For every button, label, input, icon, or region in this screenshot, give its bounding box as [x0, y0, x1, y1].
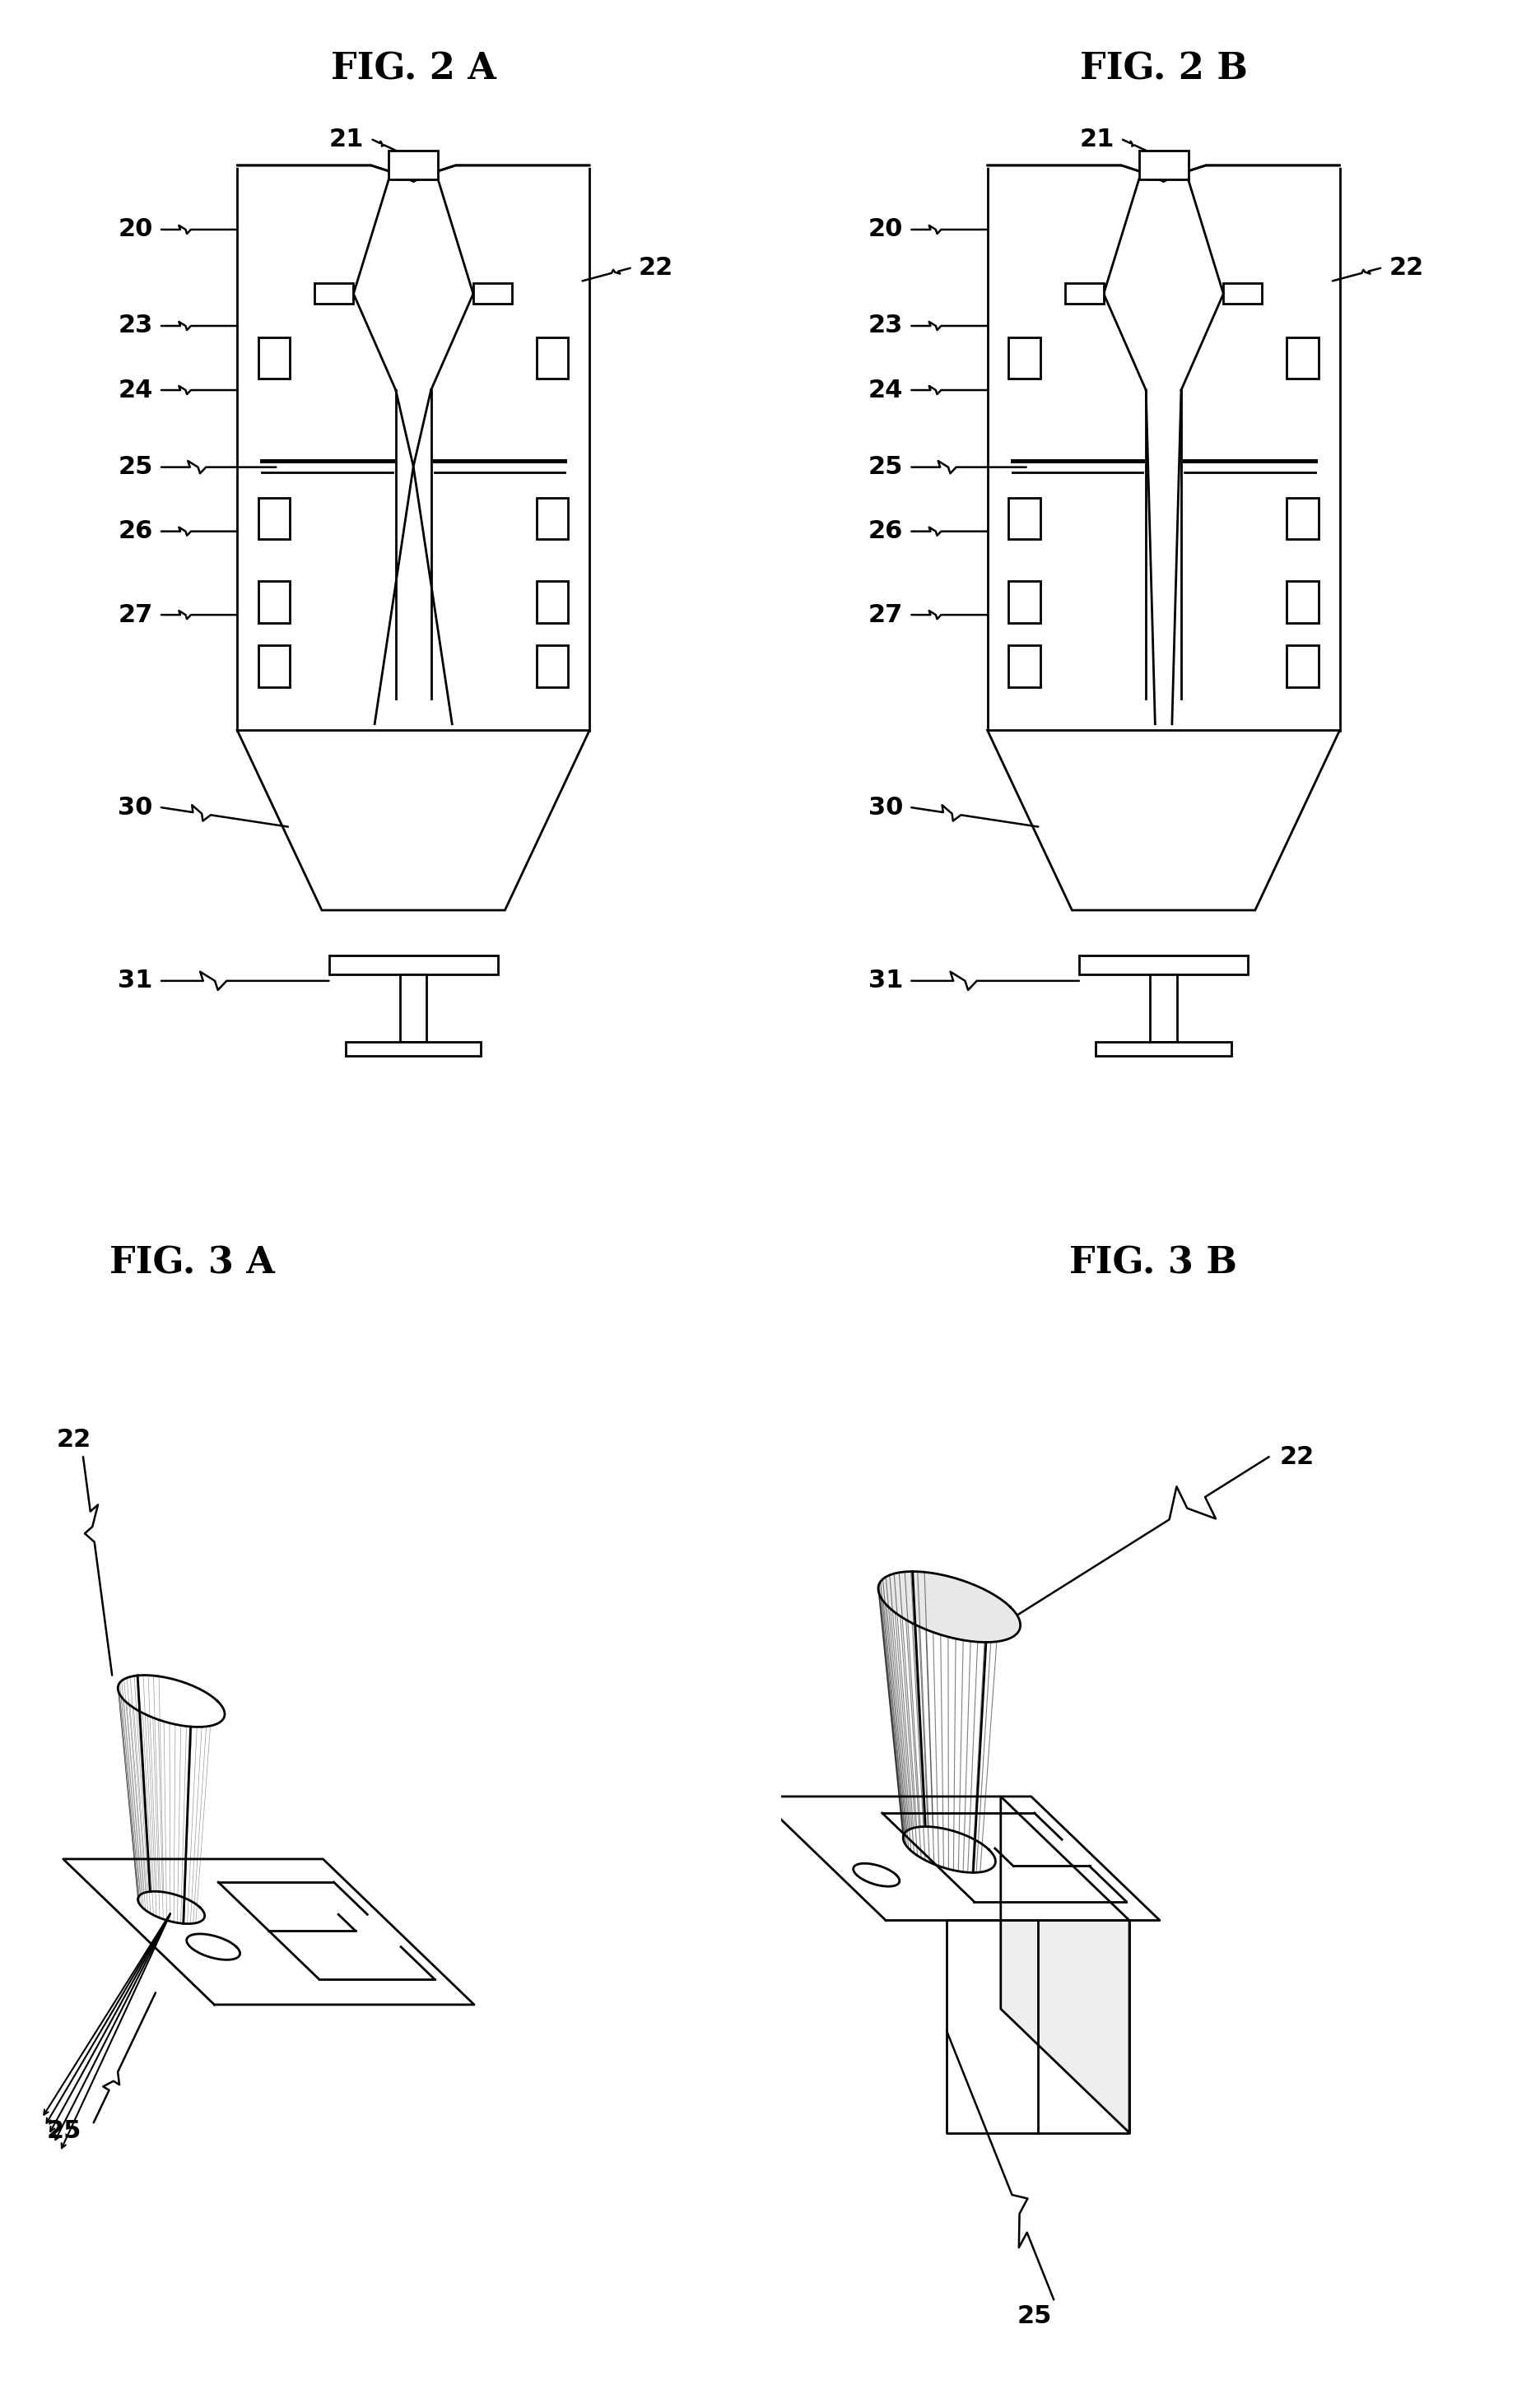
Bar	[1009, 645, 1040, 686]
Bar	[1139, 152, 1188, 181]
Bar	[400, 975, 427, 1043]
Text: FIG. 2 A: FIG. 2 A	[331, 51, 496, 87]
Bar	[536, 337, 568, 378]
Bar	[536, 498, 568, 539]
Polygon shape	[987, 730, 1340, 910]
Text: FIG. 3 B: FIG. 3 B	[1070, 1245, 1237, 1281]
Text: 25: 25	[46, 2119, 81, 2143]
Text: 31: 31	[118, 968, 153, 992]
Bar	[259, 645, 291, 686]
Polygon shape	[237, 730, 589, 910]
Polygon shape	[1001, 1796, 1130, 2133]
Text: 22: 22	[1389, 255, 1424, 279]
Text: 23: 23	[118, 313, 153, 337]
Bar	[329, 956, 498, 975]
Bar	[1150, 975, 1177, 1043]
Text: 23: 23	[868, 313, 903, 337]
Bar	[1009, 498, 1040, 539]
Polygon shape	[946, 1922, 1130, 2133]
Text: 20: 20	[118, 217, 153, 241]
Bar	[259, 337, 291, 378]
Bar	[1096, 1043, 1231, 1057]
Text: 22: 22	[57, 1428, 92, 1452]
Text: 25: 25	[118, 455, 153, 479]
Bar	[987, 166, 1340, 730]
Bar	[1286, 498, 1318, 539]
Bar	[389, 152, 438, 181]
Polygon shape	[758, 1796, 1160, 1922]
Bar	[1079, 956, 1248, 975]
Bar	[259, 580, 291, 624]
Polygon shape	[63, 1859, 475, 2003]
Bar	[1009, 580, 1040, 624]
Bar	[1286, 337, 1318, 378]
Bar	[536, 580, 568, 624]
Bar	[473, 284, 511, 303]
Bar	[315, 284, 354, 303]
Text: FIG. 3 A: FIG. 3 A	[109, 1245, 274, 1281]
Bar	[1009, 337, 1040, 378]
Bar	[1286, 580, 1318, 624]
Text: 20: 20	[868, 217, 903, 241]
Text: 26: 26	[868, 520, 903, 544]
Polygon shape	[879, 1572, 1021, 1642]
Text: 25: 25	[1017, 2304, 1052, 2329]
Bar	[536, 645, 568, 686]
Bar	[1223, 284, 1262, 303]
Bar	[1066, 284, 1104, 303]
Bar	[259, 498, 291, 539]
Text: 30: 30	[118, 795, 153, 819]
Text: 21: 21	[329, 128, 364, 152]
Text: 27: 27	[118, 602, 153, 626]
Text: 22: 22	[1280, 1445, 1314, 1469]
Text: 21: 21	[1079, 128, 1115, 152]
Bar	[1286, 645, 1318, 686]
Text: 22: 22	[638, 255, 674, 279]
Text: 27: 27	[868, 602, 903, 626]
Text: 24: 24	[118, 378, 153, 402]
Text: 25: 25	[868, 455, 903, 479]
Bar	[346, 1043, 481, 1057]
Text: FIG. 2 B: FIG. 2 B	[1079, 51, 1248, 87]
Text: 30: 30	[868, 795, 903, 819]
Bar	[237, 166, 589, 730]
Text: 26: 26	[118, 520, 153, 544]
Text: 24: 24	[868, 378, 903, 402]
Text: 31: 31	[868, 968, 903, 992]
